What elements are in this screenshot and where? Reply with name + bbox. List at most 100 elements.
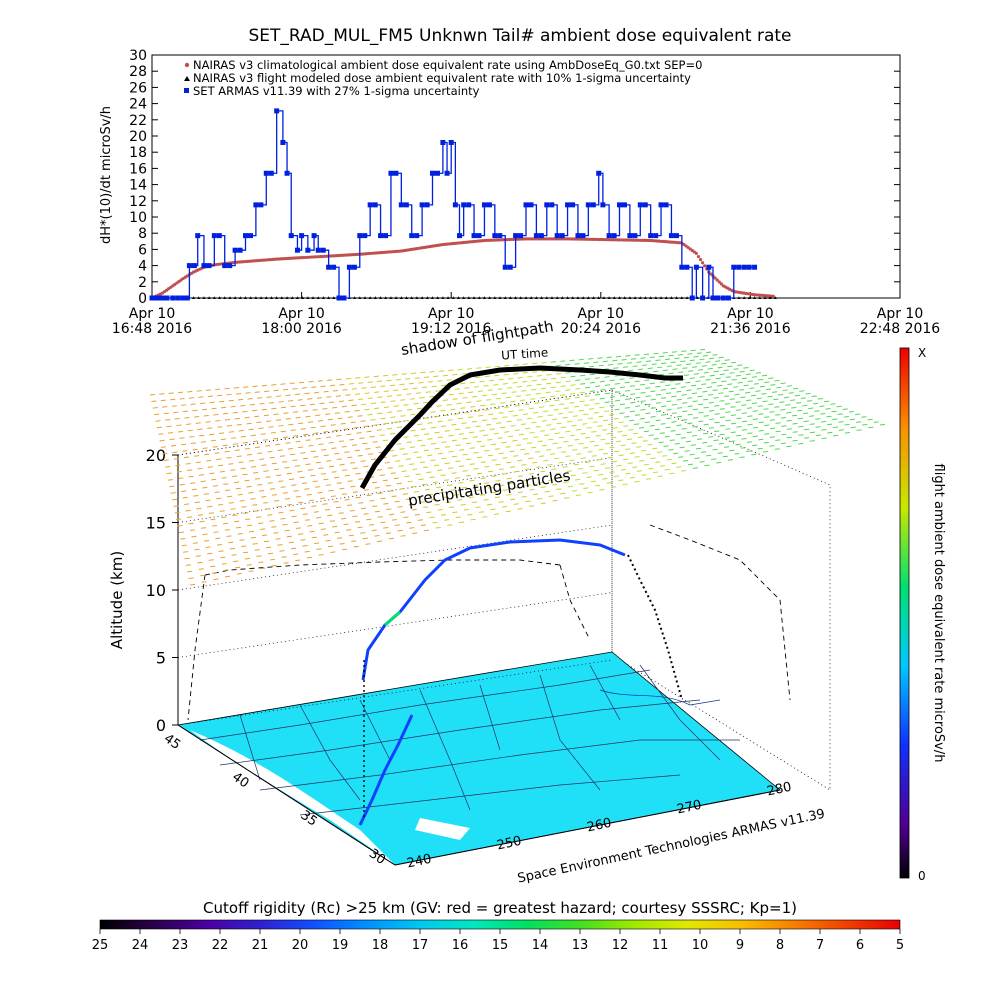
particle-dash — [392, 374, 398, 376]
particle-dash — [734, 453, 740, 455]
particle-dash — [701, 451, 707, 453]
particle-dash — [198, 568, 204, 570]
particle-dash — [769, 445, 775, 447]
particle-dash — [811, 395, 817, 398]
particle-dash — [421, 386, 428, 389]
armas-point — [403, 202, 409, 208]
armas-point — [170, 295, 176, 301]
particle-dash — [290, 429, 296, 432]
particle-dash — [469, 463, 475, 465]
armas-point — [700, 295, 706, 301]
particle-dash — [232, 514, 238, 516]
armas-point — [600, 202, 606, 208]
nairas-flight-point — [462, 296, 466, 299]
particle-dash — [219, 470, 225, 473]
particle-dash — [354, 521, 361, 523]
particle-dash — [242, 441, 248, 444]
particle-dash — [565, 363, 571, 366]
particle-dash — [560, 376, 566, 379]
particle-dash — [773, 398, 779, 401]
armas-point — [637, 202, 643, 208]
armas-point — [673, 233, 679, 239]
particle-dash — [306, 493, 312, 496]
particle-dash — [365, 543, 371, 545]
particle-dash — [687, 413, 693, 416]
particle-dash — [589, 365, 595, 368]
particle-dash — [461, 422, 467, 425]
particle-dash — [680, 437, 686, 439]
nairas-flight-point — [373, 296, 377, 299]
particle-dash — [216, 497, 222, 500]
rc-tick-label: 25 — [92, 938, 109, 953]
particle-dash — [325, 484, 332, 486]
particle-dash — [469, 479, 475, 482]
particle-dash — [522, 380, 528, 383]
particle-dash — [420, 428, 426, 431]
particle-dash — [383, 422, 389, 425]
particle-dash — [368, 453, 374, 455]
particle-dash — [346, 529, 352, 531]
particle-dash — [305, 463, 311, 466]
particle-dash — [492, 417, 498, 420]
particle-dash — [580, 457, 586, 459]
particle-dash — [634, 456, 640, 458]
particle-dash — [675, 383, 681, 385]
particle-dash — [599, 397, 605, 400]
nairas-flight-point — [675, 296, 679, 299]
particle-dash — [591, 430, 597, 433]
particle-dash — [725, 428, 731, 430]
particle-dash — [362, 537, 368, 540]
particle-dash — [224, 529, 230, 531]
particle-dash — [624, 381, 630, 384]
particle-dash — [498, 412, 504, 414]
particle-dash — [686, 363, 692, 365]
particle-dash — [405, 378, 411, 380]
particle-dash — [502, 457, 508, 459]
particle-dash — [593, 444, 600, 447]
particle-dash — [461, 486, 467, 489]
particle-dash — [335, 506, 342, 509]
y-tick-label: 0 — [138, 291, 147, 307]
particle-dash — [582, 446, 589, 449]
particle-dash — [461, 373, 467, 375]
particle-dash — [413, 402, 419, 405]
nairas-flight-point — [566, 296, 570, 299]
particle-dash — [374, 487, 380, 489]
particle-dash — [200, 480, 206, 483]
particle-dash — [786, 428, 793, 430]
particle-dash — [735, 443, 741, 446]
particle-dash — [571, 490, 577, 492]
armas-point — [315, 247, 321, 253]
particle-dash — [414, 514, 420, 516]
particle-dash — [520, 399, 526, 402]
particle-dash — [642, 440, 648, 442]
particle-dash — [298, 446, 304, 449]
armas-point — [331, 264, 337, 270]
particle-dash — [295, 495, 301, 498]
particle-dash — [763, 408, 769, 410]
particle-dash — [168, 392, 174, 394]
armas-point — [372, 202, 378, 208]
particle-dash — [580, 374, 586, 377]
y-tick-label: 26 — [129, 80, 147, 96]
particle-dash — [699, 460, 705, 463]
particle-dash — [636, 446, 642, 448]
particle-dash — [589, 399, 595, 401]
particle-dash — [879, 423, 886, 426]
particle-dash — [215, 388, 221, 391]
precipitating-particles-sheet — [149, 348, 886, 586]
armas-point — [154, 295, 160, 301]
particle-dash — [513, 503, 519, 505]
particle-dash — [334, 476, 340, 479]
particle-dash — [714, 413, 720, 415]
particle-dash — [753, 383, 759, 385]
armas-point — [227, 263, 233, 269]
particle-dash — [256, 555, 262, 557]
particle-dash — [555, 364, 561, 367]
particle-dash — [200, 527, 207, 529]
nairas-flight-point — [384, 296, 388, 299]
particle-dash — [719, 424, 726, 427]
particle-dash — [424, 433, 430, 435]
particle-dash — [585, 461, 591, 464]
nairas-flight-point — [545, 296, 549, 299]
